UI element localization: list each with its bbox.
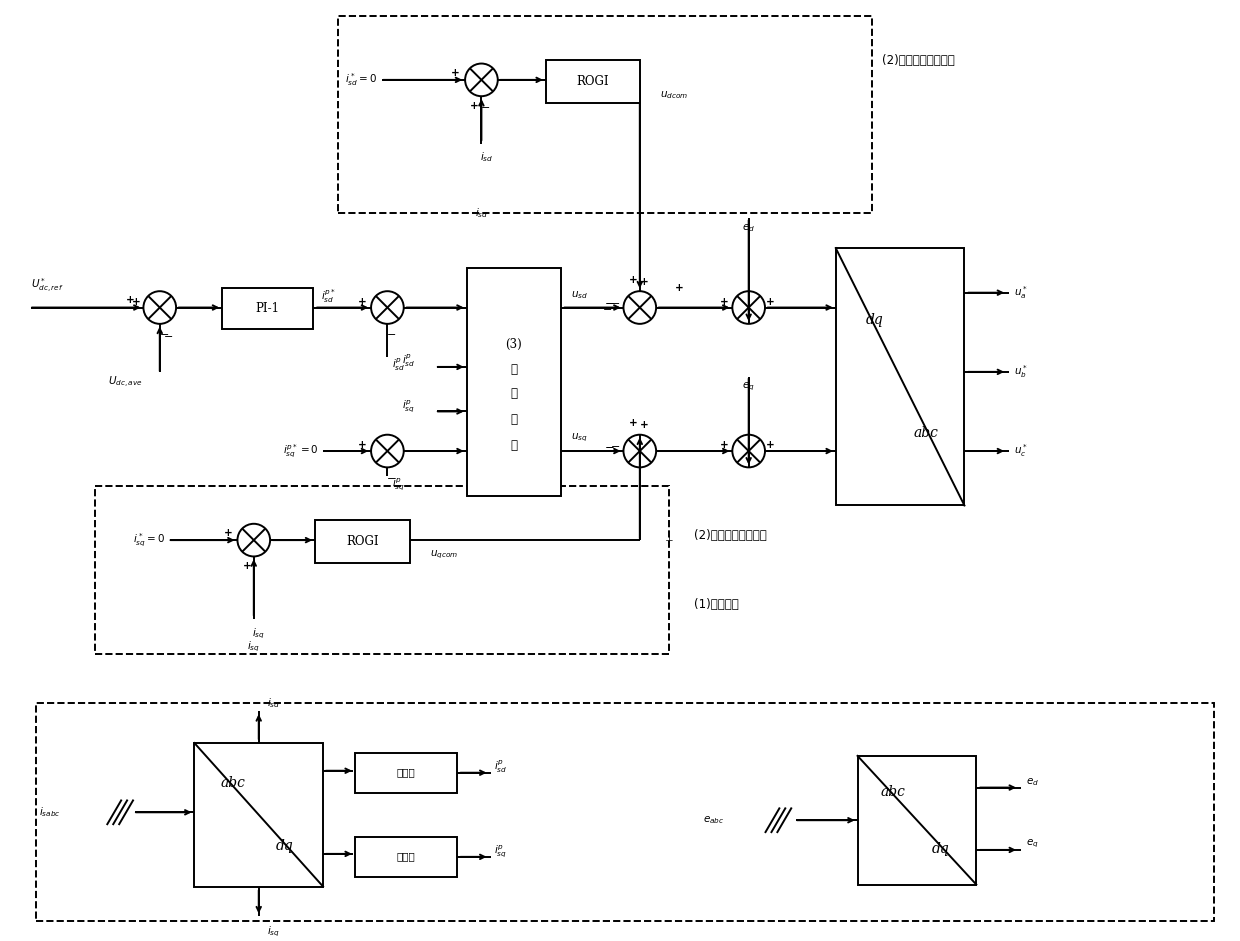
Text: $i^p_{sd}$: $i^p_{sd}$ (392, 357, 405, 374)
Text: $U^*_{dc,ref}$: $U^*_{dc,ref}$ (31, 277, 64, 295)
Text: $-$: $-$ (162, 330, 172, 341)
Text: $-$: $-$ (480, 101, 491, 111)
Text: dq: dq (866, 313, 883, 327)
Text: (1)坐标变换: (1)坐标变换 (694, 598, 739, 611)
Text: +: + (223, 528, 232, 538)
Text: abc: abc (880, 785, 905, 799)
Text: $i^*_{sq}=0$: $i^*_{sq}=0$ (133, 532, 165, 549)
Bar (355, 753, 456, 792)
Text: $i_{sd}$: $i_{sd}$ (267, 696, 280, 710)
Text: +: + (629, 275, 637, 285)
Bar (858, 756, 976, 885)
Text: +: + (470, 101, 479, 111)
Text: $u_{sd}$: $u_{sd}$ (570, 289, 588, 300)
Bar (95, 486, 670, 654)
Text: +: + (640, 421, 649, 430)
Text: $i_{sd}$: $i_{sd}$ (475, 207, 489, 220)
Bar (195, 743, 324, 886)
Text: ROGI: ROGI (346, 535, 379, 548)
Text: +: + (131, 296, 140, 307)
Text: +: + (125, 295, 134, 305)
Text: 耦: 耦 (510, 387, 517, 400)
Text: $u^*_c$: $u^*_c$ (1014, 442, 1028, 459)
Text: $-$: $-$ (610, 440, 620, 450)
Text: $i^{p*}_{sq}=0$: $i^{p*}_{sq}=0$ (283, 442, 319, 460)
Text: 解: 解 (510, 363, 517, 376)
Text: +: + (766, 296, 775, 307)
Text: $u_{dcom}$: $u_{dcom}$ (660, 88, 688, 101)
Text: +: + (640, 277, 649, 287)
Text: $-$: $-$ (387, 328, 397, 338)
Text: $i^{p*}_{sd}$: $i^{p*}_{sd}$ (321, 287, 336, 305)
Text: $-$: $-$ (604, 295, 614, 308)
Text: dq: dq (931, 841, 950, 855)
Text: $e_q$: $e_q$ (743, 380, 755, 393)
Text: $i^p_{sq}$: $i^p_{sq}$ (392, 476, 405, 492)
Text: $i_{sq}$: $i_{sq}$ (252, 627, 265, 642)
Text: 陷波器: 陷波器 (397, 853, 415, 861)
Text: $-$: $-$ (610, 296, 620, 307)
Bar (222, 288, 314, 329)
Bar (315, 520, 410, 563)
Bar (466, 268, 560, 496)
Text: $i^p_{sd}$: $i^p_{sd}$ (495, 758, 507, 775)
Text: $e_d$: $e_d$ (743, 222, 755, 234)
Bar (836, 248, 965, 505)
Bar (546, 60, 640, 103)
Text: (2)负序有功电流抑制: (2)负序有功电流抑制 (883, 54, 955, 67)
Bar (339, 16, 873, 214)
Bar (36, 704, 1214, 921)
Text: 陷波器: 陷波器 (397, 768, 415, 777)
Text: $i^*_{sd}=0$: $i^*_{sd}=0$ (345, 72, 377, 88)
Text: $e_q$: $e_q$ (1025, 837, 1039, 850)
Text: $i_{sabc}$: $i_{sabc}$ (40, 805, 61, 820)
Text: ROGI: ROGI (577, 75, 609, 88)
Text: $i_{sq}$: $i_{sq}$ (247, 640, 260, 654)
Text: 控: 控 (510, 413, 517, 426)
Text: +: + (665, 535, 673, 545)
Text: $u_{qcom}$: $u_{qcom}$ (430, 549, 458, 561)
Text: +: + (766, 440, 775, 450)
Text: +: + (719, 296, 728, 307)
Text: $i^p_{sq}$: $i^p_{sq}$ (402, 397, 415, 413)
Text: $-$: $-$ (387, 471, 397, 482)
Text: $e_d$: $e_d$ (1025, 775, 1039, 788)
Text: +: + (358, 296, 367, 307)
Text: +: + (675, 282, 683, 293)
Text: $i^p_{sd}$: $i^p_{sd}$ (402, 353, 415, 369)
Text: $e_{abc}$: $e_{abc}$ (703, 814, 724, 826)
Text: $U_{dc,ave}$: $U_{dc,ave}$ (108, 375, 143, 391)
Text: $i^p_{sq}$: $i^p_{sq}$ (495, 843, 507, 859)
Text: +: + (719, 440, 728, 450)
Text: abc: abc (221, 776, 246, 790)
Text: 制: 制 (510, 439, 517, 452)
Text: +: + (243, 561, 252, 571)
Text: $-$: $-$ (159, 328, 169, 338)
Text: $u_{sq}$: $u_{sq}$ (570, 432, 588, 444)
Text: $u^*_a$: $u^*_a$ (1014, 284, 1028, 301)
Text: $u^*_b$: $u^*_b$ (1014, 363, 1028, 380)
Text: (3): (3) (505, 338, 522, 351)
Bar (355, 837, 456, 877)
Text: abc: abc (914, 426, 939, 440)
Text: +: + (451, 68, 460, 78)
Text: $-$: $-$ (603, 302, 613, 312)
Text: +: + (629, 419, 637, 428)
Text: $i_{sq}$: $i_{sq}$ (267, 924, 280, 938)
Text: $-$: $-$ (604, 439, 614, 452)
Text: $i_{sd}$: $i_{sd}$ (480, 151, 494, 164)
Text: (2)负序无功电流抑制: (2)负序无功电流抑制 (694, 529, 768, 542)
Text: +: + (358, 440, 367, 450)
Text: PI-1: PI-1 (255, 302, 280, 315)
Text: dq: dq (275, 839, 294, 853)
